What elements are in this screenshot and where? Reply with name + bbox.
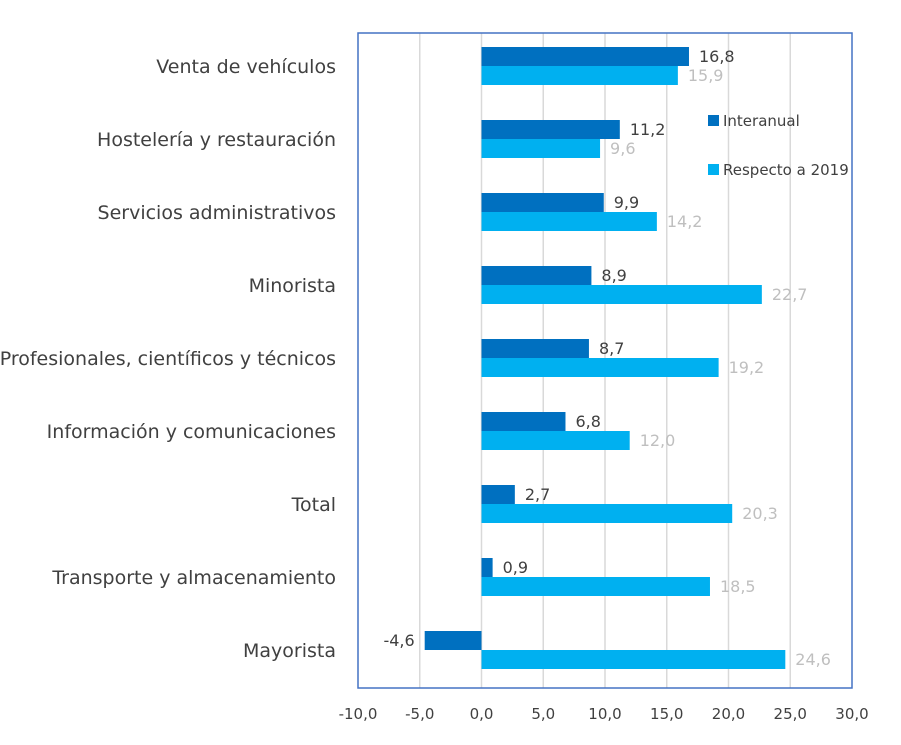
legend-label: Interanual [723,112,800,130]
legend-swatch [708,115,719,126]
data-label: 24,6 [795,650,831,669]
category-label: Mayorista [243,640,336,662]
bar-respecto-2019 [481,650,786,669]
bar-respecto-2019 [481,577,710,596]
data-label: 12,0 [640,431,676,450]
category-label: Servicios administrativos [98,202,336,224]
bar-interanual [424,631,482,650]
legend-swatch [708,164,719,175]
category-label: Minorista [249,275,336,297]
data-label: 19,2 [729,358,765,377]
data-label: 9,9 [614,193,639,212]
legend-label: Respecto a 2019 [723,161,849,179]
x-tick-label: 25,0 [774,705,807,723]
data-label: 18,5 [720,577,756,596]
data-label: 2,7 [525,485,550,504]
x-tick-label: 20,0 [712,705,745,723]
x-tick-label: -5,0 [405,705,434,723]
category-label: Hostelería y restauración [97,129,336,151]
bar-interanual [481,412,566,431]
bar-respecto-2019 [481,285,762,304]
data-label: -4,6 [383,631,414,650]
bar-interanual [481,339,589,358]
bar-interanual [481,193,604,212]
category-label: Transporte y almacenamiento [51,567,336,589]
bar-respecto-2019 [481,66,678,85]
bar-respecto-2019 [481,504,733,523]
bar-interanual [481,485,515,504]
data-label: 11,2 [630,120,666,139]
bar-respecto-2019 [481,431,630,450]
category-label: Venta de vehículos [156,56,336,78]
bar-interanual [481,120,620,139]
x-tick-label: 10,0 [588,705,621,723]
bar-respecto-2019 [481,139,601,158]
data-label: 9,6 [610,139,635,158]
data-label: 8,9 [601,266,626,285]
x-tick-label: 0,0 [470,705,494,723]
x-tick-label: 30,0 [835,705,868,723]
x-tick-label: 15,0 [650,705,683,723]
data-label: 15,9 [688,66,724,85]
category-label: Información y comunicaciones [47,421,336,443]
category-label: Total [291,494,336,516]
data-label: 6,8 [575,412,600,431]
category-label: Profesionales, científicos y técnicos [0,348,336,370]
x-tick-label: 5,0 [531,705,555,723]
data-label: 22,7 [772,285,808,304]
plot-frame [357,32,853,689]
bar-respecto-2019 [481,212,657,231]
bar-interanual [481,266,592,285]
data-label: 16,8 [699,47,735,66]
bar-interanual [481,47,689,66]
data-label: 20,3 [742,504,778,523]
bar-respecto-2019 [481,358,719,377]
bar-interanual [481,558,493,577]
data-label: 8,7 [599,339,624,358]
data-label: 0,9 [503,558,528,577]
x-tick-label: -10,0 [339,705,378,723]
data-label: 14,2 [667,212,703,231]
